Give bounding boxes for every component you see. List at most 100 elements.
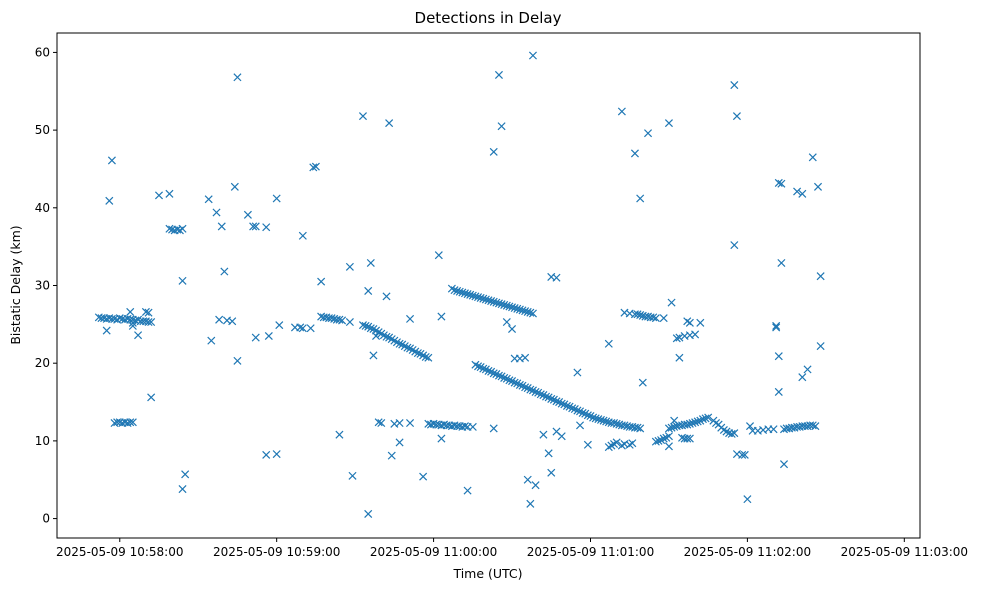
data-point [798,189,807,198]
y-tick-label: 10 [35,434,50,448]
data-point [576,421,585,430]
data-point [552,397,561,406]
data-point [502,301,511,310]
data-point [573,368,582,377]
data-point [578,408,587,417]
data-point [602,417,611,426]
data-point [387,451,396,460]
data-point [424,353,433,362]
data-point [479,364,488,373]
data-point [115,314,124,323]
data-point [688,418,697,428]
data-point [497,300,506,309]
data-point [808,153,817,162]
data-point [683,434,692,443]
data-point [243,210,252,219]
data-point [667,298,676,307]
data-point [691,418,700,427]
data-point [178,276,187,285]
data-point [589,413,598,422]
data-point [128,318,137,327]
x-tick-label: 2025-05-09 11:02:00 [684,545,811,559]
data-point [102,326,111,335]
data-point [262,450,271,459]
data-point [594,415,603,424]
data-point [654,436,663,445]
data-point [568,404,577,413]
data-point [701,414,710,423]
data-point [515,380,524,389]
data-point [667,423,676,432]
data-point [413,349,422,358]
data-point [358,321,367,330]
data-point [693,417,702,426]
data-point [526,385,535,394]
data-point [798,373,807,382]
data-point [460,422,469,431]
data-point [604,339,613,348]
data-point [437,434,446,443]
data-point [309,163,318,172]
data-point [107,156,116,165]
data-point [696,318,705,327]
data-point [636,424,645,433]
data-point [659,314,668,323]
data-point [727,429,736,438]
data-point [779,460,789,469]
data-point [126,307,135,316]
data-point [484,296,493,305]
data-point [591,414,600,423]
data-point [691,330,700,339]
data-point [664,424,673,433]
data-point [596,415,605,424]
data-point [774,352,783,361]
data-point [573,406,582,415]
data-point [474,362,483,371]
data-point [406,418,415,428]
data-point [366,324,375,333]
data-point [272,450,281,459]
data-point [730,241,739,250]
data-point [599,416,608,425]
data-point [453,286,462,295]
data-point [487,297,496,306]
data-point [128,418,137,427]
data-point [808,421,817,430]
data-point [468,422,477,431]
data-point [437,312,446,321]
data-point [489,424,498,433]
data-point [311,162,320,171]
data-point [382,292,391,301]
data-point [526,499,535,508]
data-point [612,419,621,428]
data-point [772,321,781,330]
data-point [251,222,260,231]
data-point [126,418,135,427]
data-point [774,387,783,396]
data-point [489,369,498,378]
data-point [494,299,503,308]
y-tick-label: 60 [35,45,50,59]
data-point [134,331,143,340]
data-point [628,439,637,448]
data-point [345,317,354,327]
data-point [638,378,647,387]
data-point [369,351,378,360]
data-point [651,314,660,323]
data-point [636,310,645,320]
data-point [500,300,509,309]
data-point [385,119,394,128]
data-point [421,352,430,362]
data-point [395,418,404,428]
data-point [450,286,459,295]
data-point [505,302,514,311]
data-point [813,182,823,191]
data-point [217,222,226,231]
data-point [345,262,354,271]
data-point [636,194,645,203]
data-point [539,430,548,439]
data-point [298,231,307,240]
data-point [704,413,713,422]
data-point [685,419,694,428]
